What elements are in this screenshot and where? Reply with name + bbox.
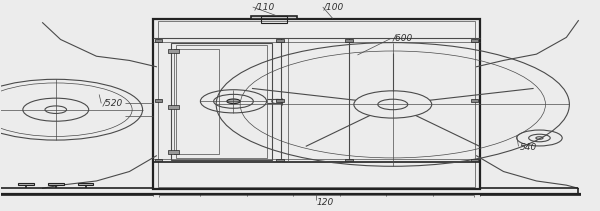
Bar bbox=[169, 150, 179, 154]
Bar bbox=[470, 39, 478, 42]
Bar bbox=[277, 39, 284, 42]
Bar bbox=[48, 183, 64, 185]
Bar bbox=[171, 43, 272, 160]
Text: /100: /100 bbox=[324, 3, 344, 11]
Circle shape bbox=[227, 99, 240, 104]
Bar bbox=[470, 159, 478, 161]
Bar bbox=[345, 39, 353, 42]
Bar bbox=[154, 19, 479, 189]
Bar bbox=[277, 159, 284, 161]
Bar bbox=[169, 49, 179, 53]
Bar bbox=[155, 99, 163, 102]
Bar bbox=[155, 39, 163, 42]
Text: /600: /600 bbox=[393, 34, 413, 43]
Bar bbox=[176, 45, 267, 158]
Text: /110: /110 bbox=[255, 3, 275, 11]
Bar bbox=[78, 183, 94, 185]
Bar bbox=[18, 183, 34, 185]
Bar bbox=[277, 99, 284, 102]
Bar bbox=[158, 21, 475, 187]
Bar bbox=[155, 159, 163, 161]
Text: 120: 120 bbox=[317, 198, 334, 207]
Bar bbox=[261, 16, 287, 23]
Text: /520: /520 bbox=[103, 99, 123, 108]
Bar bbox=[345, 159, 353, 161]
Bar bbox=[174, 49, 220, 154]
Bar bbox=[470, 99, 478, 102]
Bar bbox=[169, 105, 179, 109]
Text: 540: 540 bbox=[520, 143, 538, 152]
Bar bbox=[251, 16, 297, 19]
